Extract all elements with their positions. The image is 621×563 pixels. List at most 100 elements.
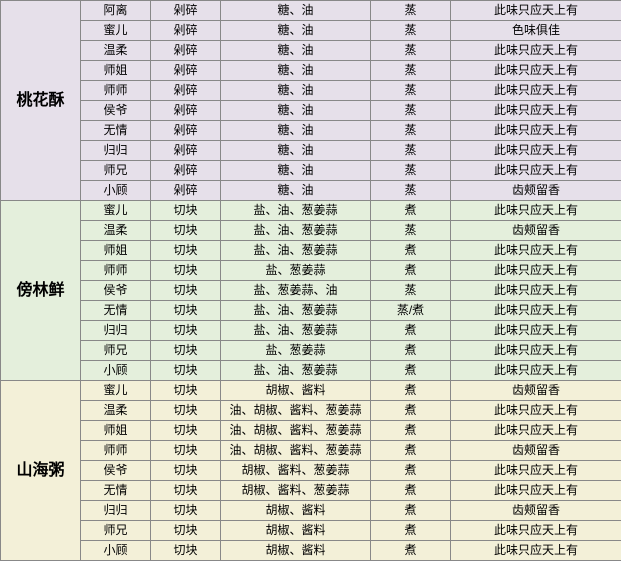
cell-c2: 剁碎 (151, 41, 221, 61)
cell-c5: 此味只应天上有 (451, 301, 621, 321)
cell-c4: 煮 (371, 421, 451, 441)
table-row: 温柔切块盐、油、葱姜蒜蒸齿颊留香 (1, 221, 621, 241)
cell-c5: 此味只应天上有 (451, 481, 621, 501)
table-row: 蜜儿剁碎糖、油蒸色味俱佳 (1, 21, 621, 41)
cell-c1: 归归 (81, 141, 151, 161)
cell-c2: 切块 (151, 301, 221, 321)
cell-c5: 此味只应天上有 (451, 101, 621, 121)
cell-c5: 齿颊留香 (451, 181, 621, 201)
cell-c1: 小顾 (81, 361, 151, 381)
table-row: 无情剁碎糖、油蒸此味只应天上有 (1, 121, 621, 141)
cell-c1: 无情 (81, 121, 151, 141)
cell-c4: 煮 (371, 241, 451, 261)
table-row: 归归切块盐、油、葱姜蒜煮此味只应天上有 (1, 321, 621, 341)
cell-c1: 师师 (81, 261, 151, 281)
table-row: 山海粥蜜儿切块胡椒、酱料煮齿颊留香 (1, 381, 621, 401)
cell-c5: 此味只应天上有 (451, 341, 621, 361)
cell-c1: 归归 (81, 321, 151, 341)
table-row: 傍林鲜蜜儿切块盐、油、葱姜蒜煮此味只应天上有 (1, 201, 621, 221)
cell-c2: 切块 (151, 421, 221, 441)
cell-c5: 此味只应天上有 (451, 541, 621, 561)
cell-c1: 温柔 (81, 401, 151, 421)
cell-c5: 色味俱佳 (451, 21, 621, 41)
cell-c2: 剁碎 (151, 61, 221, 81)
dish-name-cell: 傍林鲜 (1, 201, 81, 381)
cell-c2: 切块 (151, 401, 221, 421)
cell-c5: 此味只应天上有 (451, 1, 621, 21)
cell-c3: 糖、油 (221, 21, 371, 41)
cell-c1: 师姐 (81, 61, 151, 81)
cell-c4: 煮 (371, 501, 451, 521)
cell-c5: 此味只应天上有 (451, 361, 621, 381)
cell-c5: 此味只应天上有 (451, 261, 621, 281)
cell-c3: 胡椒、酱料 (221, 541, 371, 561)
table-row: 师兄切块胡椒、酱料煮此味只应天上有 (1, 521, 621, 541)
cell-c4: 蒸 (371, 121, 451, 141)
cell-c2: 剁碎 (151, 101, 221, 121)
cell-c4: 煮 (371, 441, 451, 461)
cell-c3: 糖、油 (221, 101, 371, 121)
cell-c1: 温柔 (81, 41, 151, 61)
cell-c2: 切块 (151, 521, 221, 541)
cell-c1: 师兄 (81, 161, 151, 181)
cell-c2: 切块 (151, 281, 221, 301)
table-row: 小顾切块盐、油、葱姜蒜煮此味只应天上有 (1, 361, 621, 381)
cell-c5: 此味只应天上有 (451, 161, 621, 181)
dish-name-cell: 山海粥 (1, 381, 81, 561)
cell-c5: 此味只应天上有 (451, 401, 621, 421)
cell-c5: 齿颊留香 (451, 221, 621, 241)
cell-c5: 齿颊留香 (451, 501, 621, 521)
cell-c2: 切块 (151, 481, 221, 501)
cell-c3: 糖、油 (221, 41, 371, 61)
cell-c2: 剁碎 (151, 161, 221, 181)
cell-c5: 此味只应天上有 (451, 121, 621, 141)
cell-c2: 剁碎 (151, 1, 221, 21)
cell-c2: 切块 (151, 321, 221, 341)
cell-c3: 盐、油、葱姜蒜 (221, 201, 371, 221)
table-row: 小顾切块胡椒、酱料煮此味只应天上有 (1, 541, 621, 561)
cell-c3: 糖、油 (221, 121, 371, 141)
cell-c4: 煮 (371, 541, 451, 561)
cell-c4: 煮 (371, 321, 451, 341)
cell-c4: 煮 (371, 381, 451, 401)
cell-c5: 齿颊留香 (451, 381, 621, 401)
cell-c3: 糖、油 (221, 161, 371, 181)
cell-c1: 温柔 (81, 221, 151, 241)
table-row: 归归切块胡椒、酱料煮齿颊留香 (1, 501, 621, 521)
cell-c3: 糖、油 (221, 61, 371, 81)
cell-c3: 糖、油 (221, 141, 371, 161)
cell-c5: 此味只应天上有 (451, 241, 621, 261)
cell-c2: 切块 (151, 341, 221, 361)
cell-c2: 剁碎 (151, 181, 221, 201)
cell-c2: 剁碎 (151, 141, 221, 161)
cell-c4: 蒸 (371, 181, 451, 201)
cell-c1: 侯爷 (81, 101, 151, 121)
cell-c4: 蒸 (371, 1, 451, 21)
table-row: 侯爷切块盐、葱姜蒜、油蒸此味只应天上有 (1, 281, 621, 301)
table-row: 师姐切块盐、油、葱姜蒜煮此味只应天上有 (1, 241, 621, 261)
cell-c3: 盐、葱姜蒜 (221, 341, 371, 361)
cell-c4: 蒸 (371, 41, 451, 61)
cell-c2: 切块 (151, 381, 221, 401)
cell-c1: 蜜儿 (81, 21, 151, 41)
cell-c3: 胡椒、酱料 (221, 381, 371, 401)
cell-c2: 切块 (151, 461, 221, 481)
cell-c1: 归归 (81, 501, 151, 521)
cell-c1: 师师 (81, 81, 151, 101)
cell-c2: 剁碎 (151, 121, 221, 141)
cell-c5: 此味只应天上有 (451, 421, 621, 441)
cell-c5: 此味只应天上有 (451, 521, 621, 541)
table-row: 师兄剁碎糖、油蒸此味只应天上有 (1, 161, 621, 181)
cell-c4: 煮 (371, 361, 451, 381)
cell-c5: 此味只应天上有 (451, 41, 621, 61)
cell-c4: 蒸 (371, 281, 451, 301)
dish-name-cell: 桃花酥 (1, 1, 81, 201)
cell-c5: 此味只应天上有 (451, 461, 621, 481)
table-row: 温柔切块油、胡椒、酱料、葱姜蒜煮此味只应天上有 (1, 401, 621, 421)
table-row: 侯爷剁碎糖、油蒸此味只应天上有 (1, 101, 621, 121)
cell-c1: 师兄 (81, 521, 151, 541)
table-row: 无情切块胡椒、酱料、葱姜蒜煮此味只应天上有 (1, 481, 621, 501)
cell-c4: 煮 (371, 201, 451, 221)
cell-c3: 油、胡椒、酱料、葱姜蒜 (221, 421, 371, 441)
cell-c5: 此味只应天上有 (451, 141, 621, 161)
